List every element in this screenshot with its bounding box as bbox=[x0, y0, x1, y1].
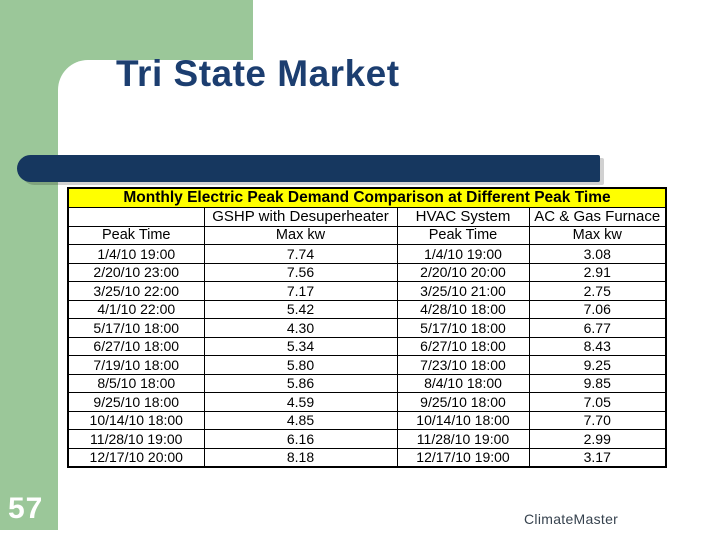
table-cell: 9.25 bbox=[528, 355, 667, 375]
navy-accent-bar bbox=[17, 155, 600, 182]
table-cell: 8/4/10 18:00 bbox=[396, 373, 530, 393]
table-cell: 10/14/10 18:00 bbox=[67, 410, 205, 430]
column-header-max-kw-2: Max kw bbox=[528, 225, 667, 245]
table-row: 4/1/10 22:00 5.42 4/28/10 18:00 7.06 bbox=[67, 299, 667, 319]
table-cell: 8.43 bbox=[528, 336, 667, 356]
table-cell: 12/17/10 19:00 bbox=[396, 447, 530, 467]
table-cell: 9.85 bbox=[528, 373, 667, 393]
table-cell: 9/25/10 18:00 bbox=[396, 392, 530, 412]
table-cell: 5.80 bbox=[203, 355, 398, 375]
page-number: 57 bbox=[8, 492, 44, 525]
table-cell: 7.05 bbox=[528, 392, 667, 412]
table-cell: 5/17/10 18:00 bbox=[67, 318, 205, 338]
table-cell: 5.34 bbox=[203, 336, 398, 356]
table-row: 7/19/10 18:00 5.80 7/23/10 18:00 9.25 bbox=[67, 355, 667, 375]
table-cell: 4/28/10 18:00 bbox=[396, 299, 530, 319]
table-cell: 7.70 bbox=[528, 410, 667, 430]
group-header-ac-gas: AC & Gas Furnace bbox=[528, 206, 667, 227]
table-title-row: Monthly Electric Peak Demand Comparison … bbox=[67, 187, 667, 208]
table-cell: 1/4/10 19:00 bbox=[396, 244, 530, 264]
table-row: 6/27/10 18:00 5.34 6/27/10 18:00 8.43 bbox=[67, 336, 667, 356]
table-cell: 8.18 bbox=[203, 447, 398, 467]
table-cell: 4/1/10 22:00 bbox=[67, 299, 205, 319]
table-cell: 7.74 bbox=[203, 244, 398, 264]
table-cell: 6/27/10 18:00 bbox=[67, 336, 205, 356]
table-cell: 1/4/10 19:00 bbox=[67, 244, 205, 264]
table-cell: 5.42 bbox=[203, 299, 398, 319]
table-cell: 7/19/10 18:00 bbox=[67, 355, 205, 375]
table-cell: 3.08 bbox=[528, 244, 667, 264]
table-cell: 4.30 bbox=[203, 318, 398, 338]
table-cell: 2.75 bbox=[528, 281, 667, 301]
table-cell: 6/27/10 18:00 bbox=[396, 336, 530, 356]
table-cell: 12/17/10 20:00 bbox=[67, 447, 205, 467]
group-header-gshp: GSHP with Desuperheater bbox=[203, 206, 398, 227]
table-cell: 6.16 bbox=[203, 429, 398, 449]
group-header-hvac: HVAC System bbox=[396, 206, 530, 227]
table-group-header-row: GSHP with Desuperheater HVAC System AC &… bbox=[67, 206, 667, 227]
table-cell: 8/5/10 18:00 bbox=[67, 373, 205, 393]
table-cell: 3/25/10 21:00 bbox=[396, 281, 530, 301]
peak-demand-table: Monthly Electric Peak Demand Comparison … bbox=[67, 187, 667, 468]
slide-title: Tri State Market bbox=[116, 53, 400, 94]
table-row: 12/17/10 20:00 8.18 12/17/10 19:00 3.17 bbox=[67, 447, 667, 467]
table-cell: 7.06 bbox=[528, 299, 667, 319]
table-row: 3/25/10 22:00 7.17 3/25/10 21:00 2.75 bbox=[67, 281, 667, 301]
table-cell: 3.17 bbox=[528, 447, 667, 467]
table-cell: 2/20/10 23:00 bbox=[67, 262, 205, 282]
table-cell: 2.91 bbox=[528, 262, 667, 282]
table-cell: 7.56 bbox=[203, 262, 398, 282]
table-cell: 3/25/10 22:00 bbox=[67, 281, 205, 301]
table-cell: 7.17 bbox=[203, 281, 398, 301]
table-body: 1/4/10 19:00 7.74 1/4/10 19:00 3.08 2/20/10 … bbox=[67, 244, 667, 467]
table-cell: 5/17/10 18:00 bbox=[396, 318, 530, 338]
green-left-sidebar bbox=[0, 0, 58, 530]
table-row: 9/25/10 18:00 4.59 9/25/10 18:00 7.05 bbox=[67, 392, 667, 412]
column-header-peak-time-1: Peak Time bbox=[67, 225, 205, 245]
table-row: 5/17/10 18:00 4.30 5/17/10 18:00 6.77 bbox=[67, 318, 667, 338]
footer-brand: ClimateMaster bbox=[524, 511, 619, 527]
table-cell: 7/23/10 18:00 bbox=[396, 355, 530, 375]
table-cell: 2.99 bbox=[528, 429, 667, 449]
column-header-max-kw-1: Max kw bbox=[203, 225, 398, 245]
table-title: Monthly Electric Peak Demand Comparison … bbox=[67, 187, 667, 208]
table-cell: 2/20/10 20:00 bbox=[396, 262, 530, 282]
table-row: 10/14/10 18:00 4.85 10/14/10 18:00 7.70 bbox=[67, 410, 667, 430]
table-cell: 6.77 bbox=[528, 318, 667, 338]
table-cell: 9/25/10 18:00 bbox=[67, 392, 205, 412]
table-cell: 4.59 bbox=[203, 392, 398, 412]
group-header-empty bbox=[67, 206, 205, 227]
table-cell: 11/28/10 19:00 bbox=[396, 429, 530, 449]
table-cell: 4.85 bbox=[203, 410, 398, 430]
table-cell: 10/14/10 18:00 bbox=[396, 410, 530, 430]
table-row: 1/4/10 19:00 7.74 1/4/10 19:00 3.08 bbox=[67, 244, 667, 264]
table-row: 11/28/10 19:00 6.16 11/28/10 19:00 2.99 bbox=[67, 429, 667, 449]
table-row: 2/20/10 23:00 7.56 2/20/10 20:00 2.91 bbox=[67, 262, 667, 282]
table-column-header-row: Peak Time Max kw Peak Time Max kw bbox=[67, 225, 667, 245]
column-header-peak-time-2: Peak Time bbox=[396, 225, 530, 245]
table-cell: 5.86 bbox=[203, 373, 398, 393]
table-row: 8/5/10 18:00 5.86 8/4/10 18:00 9.85 bbox=[67, 373, 667, 393]
table-cell: 11/28/10 19:00 bbox=[67, 429, 205, 449]
